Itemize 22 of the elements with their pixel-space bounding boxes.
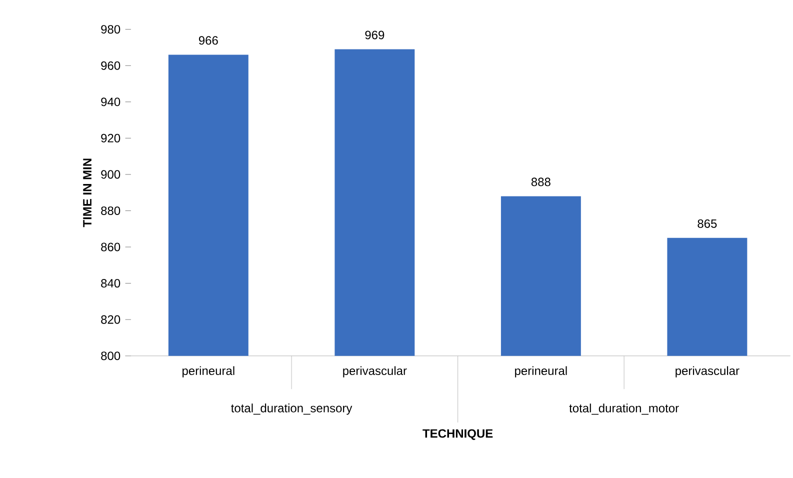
data-label: 888	[531, 177, 550, 186]
y-tick-label: 920	[101, 134, 120, 142]
y-tick-label: 900	[101, 170, 120, 178]
data-label: 966	[198, 36, 218, 44]
x-tick-label: perivascular	[676, 366, 740, 378]
x-tick-label: perivascular	[343, 366, 407, 378]
y-tick-label: 960	[101, 61, 120, 70]
y-tick-label: 840	[101, 278, 120, 288]
x-tick-label: perineural	[515, 366, 567, 378]
x-axis-title: TECHNIQUE	[422, 428, 493, 440]
data-label: 865	[698, 219, 717, 228]
y-tick-label: 860	[101, 242, 120, 252]
x-tick-label: perineural	[182, 366, 234, 378]
data-label: 969	[365, 30, 384, 40]
y-tick-label: 820	[101, 315, 120, 324]
text: total_duration_motor	[569, 403, 679, 414]
y-tick-label: 940	[101, 97, 120, 106]
y-tick-label: 800	[101, 351, 120, 360]
text: total_duration_sensory	[231, 403, 352, 415]
y-tick-label: 980	[101, 24, 120, 34]
y-axis-title: TIME IN MIN	[83, 158, 92, 227]
y-tick-label: 880	[101, 206, 120, 215]
